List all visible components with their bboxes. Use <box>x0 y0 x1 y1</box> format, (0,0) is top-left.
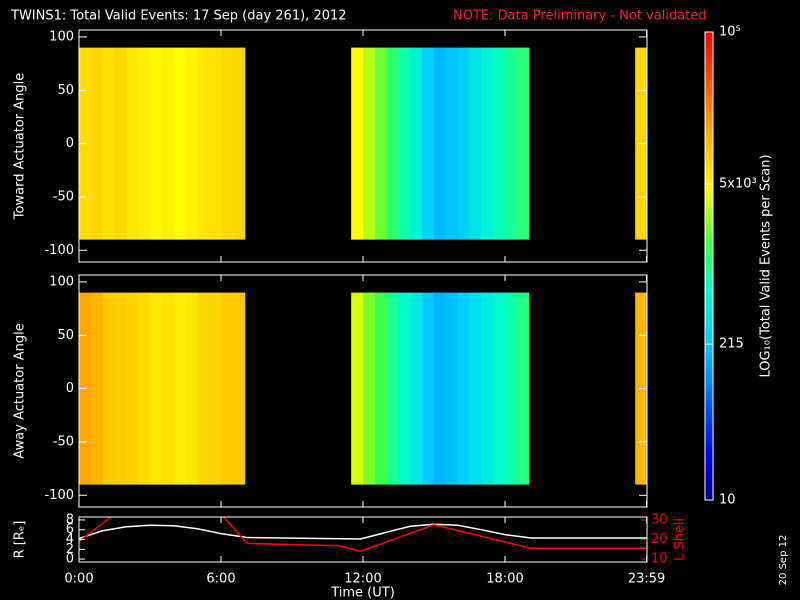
heatmap-cell <box>150 47 163 240</box>
y-tick-label: 6 <box>66 522 74 537</box>
heatmap-cell <box>481 292 494 485</box>
heatmap-cell <box>422 47 435 240</box>
heatmap-cell <box>457 47 470 240</box>
heatmap-cell <box>516 292 530 485</box>
note: NOTE: Data Preliminary - Not validated <box>453 9 707 24</box>
heatmap-cell <box>126 292 139 485</box>
heatmap-cell <box>126 47 139 240</box>
series-line <box>79 523 647 540</box>
heatmap-cell <box>386 292 399 485</box>
heatmap-cell <box>161 292 175 485</box>
y2-axis-label: L Shell <box>673 518 688 561</box>
y-tick-label: -100 <box>44 243 74 258</box>
heatmap-cell <box>374 47 388 240</box>
heatmap-cell <box>351 292 364 485</box>
x-tick-label: 18:00 <box>486 572 523 587</box>
y2-tick-label: 20 <box>651 532 668 547</box>
x-tick-label: 0:00 <box>64 572 93 587</box>
y-axis-label: Toward Actuator Angle <box>13 73 28 220</box>
heatmap-cell <box>505 47 518 240</box>
chart-title: TWINS1: Total Valid Events: 17 Sep (day … <box>10 9 347 24</box>
y-tick-label: 50 <box>57 328 74 343</box>
heatmap-cell <box>173 292 186 485</box>
y-tick-label: 100 <box>49 274 74 289</box>
heatmap-cell <box>232 47 246 240</box>
colorbar-tick-label: 5x10³ <box>719 177 757 192</box>
heatmap-cell <box>457 292 470 485</box>
heatmap-cell <box>386 47 399 240</box>
y-axis-label: Away Actuator Angle <box>13 323 28 458</box>
colorbar-tick-label: 215 <box>719 337 744 352</box>
heatmap-cell <box>150 292 163 485</box>
y-tick-label: 50 <box>57 83 74 98</box>
heatmap-cell <box>434 47 447 240</box>
heatmap-cell <box>209 292 222 485</box>
heatmap-cell <box>516 47 530 240</box>
heatmap-cell <box>410 292 423 485</box>
y-tick-label: -100 <box>44 488 74 503</box>
y-tick-label: 8 <box>66 512 74 527</box>
x-tick-label: 12:00 <box>344 572 381 587</box>
heatmap-cell <box>363 47 376 240</box>
heatmap-cell <box>114 47 127 240</box>
series-line <box>79 517 647 552</box>
y-tick-label: 2 <box>66 542 74 557</box>
heatmap-cell <box>221 292 234 485</box>
heatmap-cell <box>185 292 198 485</box>
heatmap-cell <box>445 47 459 240</box>
y-tick-label: 0 <box>66 381 74 396</box>
heatmap-cell <box>374 292 388 485</box>
heatmap-cell <box>102 292 115 485</box>
colorbar-tick-label: 10 <box>719 493 736 508</box>
heatmap-cell <box>221 47 234 240</box>
y-axis-label: R [Rₑ] <box>13 521 28 559</box>
y-tick-label: 100 <box>49 29 74 44</box>
heatmap-cell <box>209 47 222 240</box>
heatmap-cell <box>102 47 115 240</box>
x-tick-label: 23:59 <box>628 572 665 587</box>
heatmap-cell <box>351 47 364 240</box>
heatmap-cell <box>197 47 210 240</box>
heatmap-cell <box>232 292 246 485</box>
y-tick-label: -50 <box>53 189 74 204</box>
heatmap-cell <box>90 47 104 240</box>
heatmap-cell <box>398 47 411 240</box>
y-tick-label: 0 <box>66 552 74 567</box>
y-tick-label: 0 <box>66 136 74 151</box>
y2-tick-label: 10 <box>651 552 668 567</box>
heatmap-cell <box>398 292 411 485</box>
heatmap-cell <box>138 47 151 240</box>
heatmap-cell <box>114 292 127 485</box>
x-tick-label: 6:00 <box>206 572 235 587</box>
heatmap-cell <box>90 292 104 485</box>
y2-tick-label: 30 <box>651 512 668 527</box>
heatmap-cell <box>185 47 198 240</box>
heatmap-cell <box>161 47 175 240</box>
heatmap-cell <box>197 292 210 485</box>
heatmap-cell <box>138 292 151 485</box>
heatmap-cell <box>469 47 482 240</box>
heatmap-cell <box>445 292 459 485</box>
heatmap-cell <box>493 292 506 485</box>
x-axis-label: Time (UT) <box>330 586 395 600</box>
colorbar-tick-label: 10⁵ <box>719 25 741 40</box>
colorbar-label: LOG₁₀(Total Valid Events per Scan) <box>759 154 774 377</box>
colorbar <box>704 31 714 501</box>
heatmap-cell <box>422 292 435 485</box>
heatmap-cell <box>173 47 186 240</box>
heatmap-cell <box>493 47 506 240</box>
heatmap-cell <box>410 47 423 240</box>
heatmap-cell <box>434 292 447 485</box>
heatmap-cell <box>469 292 482 485</box>
y-tick-label: -50 <box>53 434 74 449</box>
heatmap-cell <box>481 47 494 240</box>
heatmap-cell <box>505 292 518 485</box>
plot-frame <box>78 516 648 563</box>
y-tick-label: 4 <box>66 532 74 547</box>
date-stamp: 20 Sep 12 <box>778 535 789 586</box>
heatmap-cell <box>363 292 376 485</box>
